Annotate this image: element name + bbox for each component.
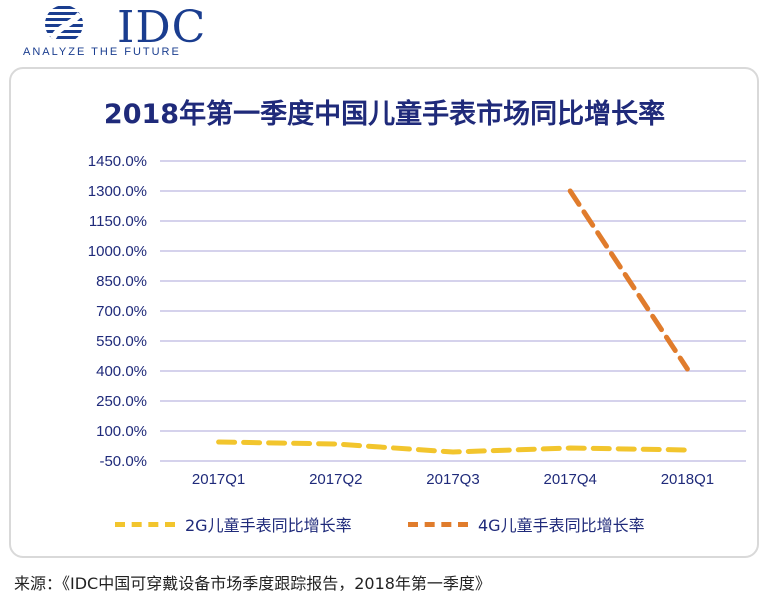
y-tick-label: 1450.0% (88, 153, 147, 170)
y-tick-label: -50.0% (99, 453, 147, 470)
x-tick-label: 2018Q1 (661, 471, 714, 488)
series-line-2g (216, 439, 690, 455)
y-tick-label: 700.0% (96, 303, 147, 320)
x-tick-label: 2017Q2 (309, 471, 362, 488)
x-tick-label: 2017Q4 (544, 471, 597, 488)
series-line-4g (567, 188, 690, 372)
idc-globe-icon (45, 5, 83, 43)
y-tick-label: 850.0% (96, 273, 147, 290)
chart-title: 2018年第一季度中国儿童手表市场同比增长率 (103, 99, 666, 130)
series-lines (216, 188, 690, 455)
x-tick-label: 2017Q3 (426, 471, 479, 488)
y-tick-label: 550.0% (96, 333, 147, 350)
y-tick-label: 1300.0% (88, 183, 147, 200)
y-tick-label: 250.0% (96, 393, 147, 410)
gridlines (160, 160, 746, 462)
y-tick-label: 1150.0% (89, 213, 147, 230)
logo-wordmark: IDC (117, 2, 207, 53)
legend-label-2g: 2G儿童手表同比增长率 (185, 516, 352, 535)
y-tick-label: 100.0% (96, 423, 147, 440)
y-axis-ticks: 1450.0% 1300.0% 1150.0% 1000.0% 850.0% 700.0%… (88, 153, 147, 470)
legend-swatch-2g (115, 521, 175, 527)
legend-swatch-4g (408, 521, 468, 527)
legend-item-2g: 2G儿童手表同比增长率 (115, 512, 352, 536)
x-axis-ticks: 2017Q1 2017Q2 2017Q3 2017Q4 2018Q1 (192, 471, 714, 488)
legend-item-4g: 4G儿童手表同比增长率 (408, 512, 645, 536)
source-note: 来源：《IDC中国可穿戴设备市场季度跟踪报告，2018年第一季度》 (14, 574, 491, 593)
y-tick-label: 1000.0% (88, 243, 147, 260)
logo-tagline: ANALYZE THE FUTURE (23, 46, 181, 58)
chart-frame (9, 67, 759, 558)
legend-label-4g: 4G儿童手表同比增长率 (478, 516, 645, 535)
idc-logo: IDC ANALYZE THE FUTURE (22, 2, 205, 62)
y-tick-label: 400.0% (96, 363, 147, 380)
x-tick-label: 2017Q1 (192, 471, 245, 488)
